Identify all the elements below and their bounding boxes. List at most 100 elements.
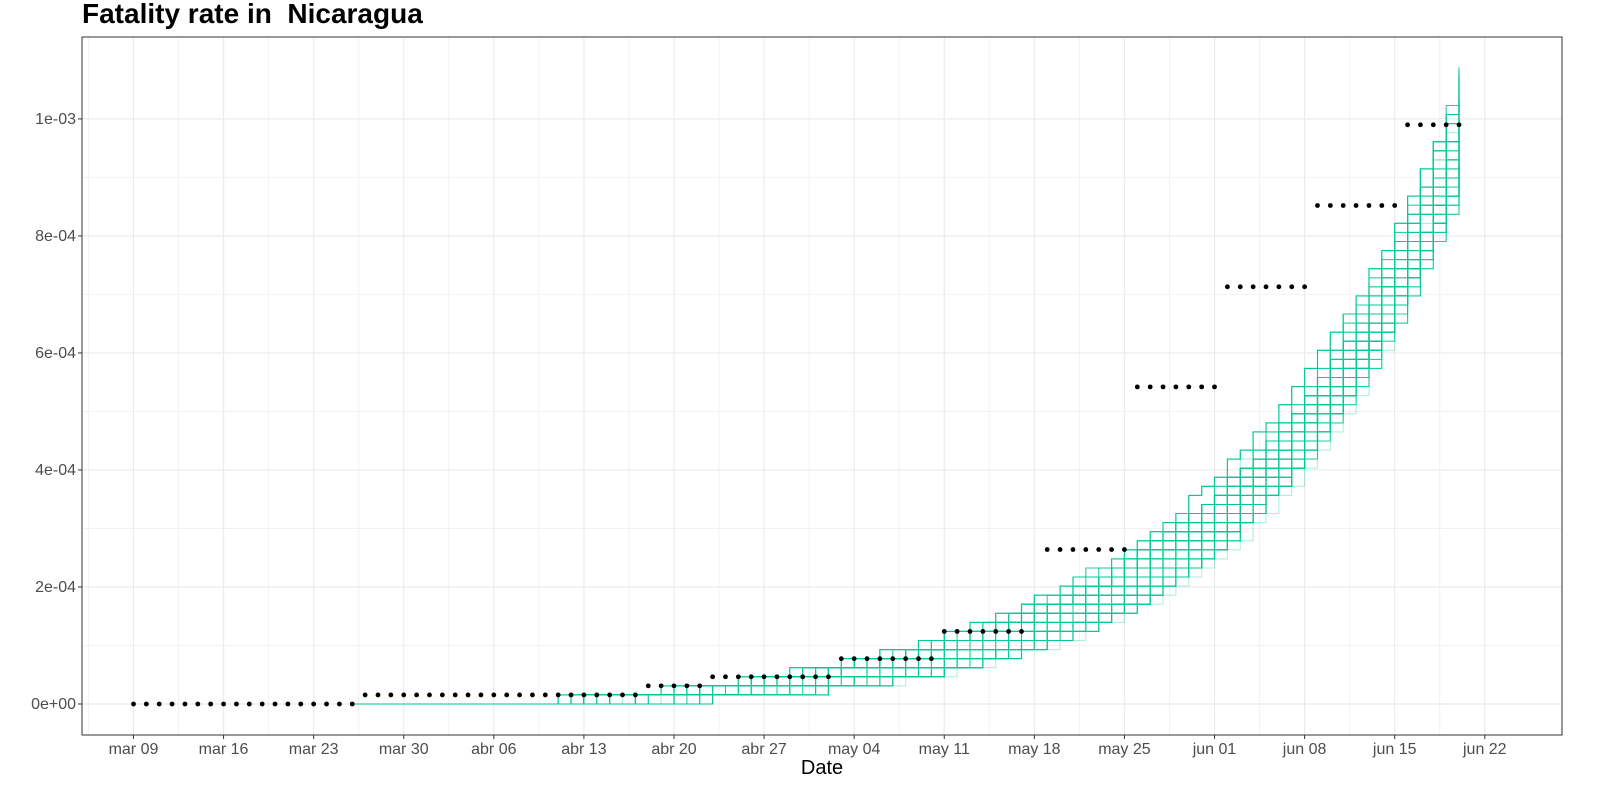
- observed-point: [465, 692, 471, 698]
- observed-point: [1418, 122, 1423, 128]
- observed-point: [1199, 384, 1205, 390]
- observed-point: [349, 701, 355, 707]
- simulation-line: [352, 168, 1460, 705]
- observed-point: [491, 692, 497, 698]
- observed-point: [285, 701, 291, 707]
- observed-point: [1160, 384, 1166, 390]
- observed-point: [1276, 284, 1282, 290]
- observed-point: [1224, 284, 1230, 290]
- observed-point: [1379, 203, 1385, 208]
- y-tick-label: 2e-04: [35, 579, 76, 596]
- observed-point: [658, 683, 664, 689]
- observed-point: [452, 692, 458, 698]
- axes: 0e+00 2e-04 4e-04 6e-04 8e-04 1e-03 mar 09 mar …: [31, 111, 1507, 758]
- observed-point: [1353, 203, 1359, 208]
- observed-point: [581, 692, 587, 698]
- observed-point: [1392, 203, 1398, 208]
- observed-point: [594, 692, 600, 698]
- observed-point: [980, 629, 986, 634]
- observed-point: [1057, 547, 1063, 552]
- observed-point: [800, 674, 806, 680]
- observed-point: [1083, 547, 1089, 552]
- observed-point: [439, 692, 445, 698]
- observed-point: [735, 674, 741, 680]
- observed-point: [336, 701, 342, 707]
- y-tick-label: 8e-04: [35, 228, 76, 245]
- observed-point: [195, 701, 201, 707]
- observed-point: [1366, 203, 1372, 208]
- observed-point: [504, 692, 510, 698]
- observed-point: [684, 683, 690, 689]
- observed-point: [530, 692, 535, 698]
- observed-point: [890, 656, 896, 662]
- observed-point: [671, 683, 677, 689]
- observed-point: [632, 692, 638, 698]
- observed-point: [1443, 122, 1449, 128]
- observed-point: [478, 692, 484, 698]
- observed-point: [298, 701, 304, 707]
- y-tick-label: 4e-04: [35, 462, 76, 479]
- observed-point: [182, 701, 188, 707]
- observed-point: [941, 629, 947, 634]
- x-tick-label: may 25: [1098, 741, 1151, 758]
- observed-point: [1263, 284, 1269, 290]
- observed-point: [362, 692, 368, 698]
- observed-point: [388, 692, 394, 698]
- observed-point: [131, 701, 136, 707]
- observed-point: [1147, 384, 1153, 390]
- observed-point: [903, 656, 909, 662]
- observed-point: [234, 701, 239, 707]
- observed-point: [311, 701, 317, 707]
- observed-point: [1173, 384, 1179, 390]
- y-tick-label: 1e-03: [35, 111, 76, 128]
- observed-point: [1340, 203, 1346, 208]
- chart-title: Fatality rate in Nicaragua: [82, 0, 423, 29]
- observed-point: [208, 701, 214, 707]
- observed-point: [826, 674, 831, 680]
- observed-point: [967, 629, 973, 634]
- x-tick-label: may 18: [1008, 741, 1061, 758]
- observed-point: [427, 692, 432, 698]
- x-tick-label: jun 22: [1462, 741, 1507, 758]
- observed-point: [414, 692, 420, 698]
- observed-point: [555, 692, 561, 698]
- y-tick-label: 0e+00: [31, 696, 76, 713]
- x-tick-label: abr 06: [471, 741, 516, 758]
- observed-point: [324, 701, 329, 707]
- observed-point: [1237, 284, 1243, 290]
- observed-point: [620, 692, 625, 698]
- x-tick-label: mar 09: [109, 741, 159, 758]
- observed-point: [1430, 122, 1436, 128]
- observed-point: [748, 674, 754, 680]
- observed-point: [1006, 629, 1012, 634]
- observed-point: [1405, 122, 1410, 128]
- observed-point: [838, 656, 844, 662]
- observed-point: [246, 701, 252, 707]
- observed-point: [1096, 547, 1102, 552]
- observed-point: [607, 692, 613, 698]
- observed-point: [1109, 547, 1114, 552]
- observed-point: [761, 674, 767, 680]
- observed-point: [1212, 384, 1217, 390]
- x-tick-label: jun 01: [1192, 741, 1237, 758]
- observed-point: [169, 701, 175, 707]
- plot-panel-border: [81, 36, 1563, 736]
- observed-point: [1302, 284, 1308, 290]
- observed-point: [928, 656, 934, 662]
- observed-point: [517, 692, 522, 698]
- x-tick-label: mar 16: [199, 741, 249, 758]
- observed-point: [864, 656, 870, 662]
- y-tick-label: 6e-04: [35, 345, 76, 362]
- x-tick-label: may 11: [919, 741, 970, 758]
- observed-point: [1070, 547, 1076, 552]
- simulation-line: [352, 120, 1460, 705]
- grid-lines: [82, 37, 1562, 735]
- observed-point: [1289, 284, 1295, 290]
- observed-point: [710, 674, 716, 680]
- observed-point: [954, 629, 960, 634]
- x-tick-label: abr 20: [651, 741, 696, 758]
- observed-point: [1315, 203, 1320, 208]
- plot-background: [82, 37, 1562, 735]
- observed-point: [1044, 547, 1050, 552]
